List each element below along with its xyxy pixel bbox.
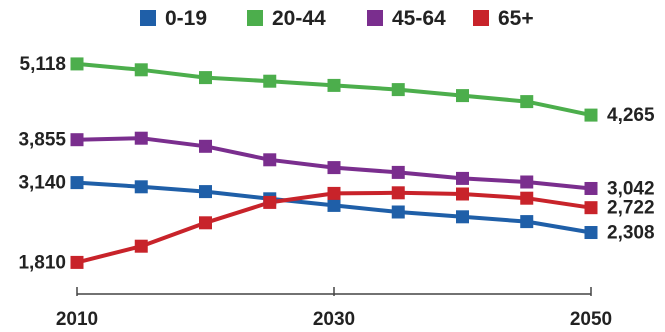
- data-point-45-64-2035: [391, 165, 405, 179]
- legend-label-0-19: 0-19: [165, 7, 207, 30]
- data-point-20-44-2035: [391, 83, 405, 97]
- start-label-65+: 1,810: [18, 252, 66, 273]
- data-point-20-44-2010: [70, 57, 84, 71]
- data-point-45-64-2010: [70, 133, 84, 147]
- legend-swatch-65+: [473, 10, 489, 26]
- legend-label-65+: 65+: [498, 7, 534, 30]
- data-point-45-64-2015: [134, 131, 148, 145]
- data-point-0-19-2040: [456, 210, 469, 224]
- x-axis: 2010 2030 2050: [56, 287, 612, 330]
- data-point-0-19-2030: [327, 198, 341, 212]
- data-point-20-44-2015: [134, 63, 148, 77]
- data-point-0-19-2050: [584, 226, 598, 240]
- data-point-65+-2015: [134, 239, 148, 253]
- legend-label-45-64: 45-64: [392, 7, 446, 30]
- plot-area: 3,140 2,308 5,118 4,265 3,855 3,042 1,810 2,722: [18, 54, 655, 273]
- end-label-20-44: 4,265: [607, 105, 655, 126]
- data-point-20-44-2045: [520, 95, 534, 109]
- legend-swatch-20-44: [247, 10, 263, 26]
- data-point-65+-2025: [263, 195, 277, 209]
- data-point-20-44-2040: [456, 89, 469, 103]
- data-point-45-64-2030: [327, 161, 341, 175]
- end-label-45-64: 3,042: [607, 178, 655, 199]
- end-label-65+: 2,722: [607, 198, 655, 219]
- start-label-0-19: 3,140: [18, 173, 66, 194]
- data-point-0-19-2045: [520, 215, 534, 229]
- x-tick-label-2050: 2050: [570, 309, 612, 330]
- data-point-45-64-2020: [199, 139, 212, 153]
- series-points: [70, 57, 598, 269]
- value-labels: 3,140 2,308 5,118 4,265 3,855 3,042 1,810 2,722: [18, 54, 655, 273]
- data-point-20-44-2025: [263, 74, 277, 88]
- data-point-0-19-2035: [391, 205, 405, 219]
- data-point-45-64-2040: [456, 171, 469, 185]
- data-point-20-44-2020: [199, 71, 212, 85]
- legend: 0-19 20-44 45-64 65+: [140, 7, 534, 30]
- legend-label-20-44: 20-44: [272, 7, 326, 30]
- data-point-65+-2020: [199, 216, 212, 230]
- data-point-20-44-2030: [327, 78, 341, 92]
- data-point-45-64-2025: [263, 153, 277, 167]
- data-point-65+-2040: [456, 187, 469, 201]
- data-point-20-44-2050: [584, 108, 598, 122]
- data-point-0-19-2015: [134, 180, 148, 194]
- legend-swatch-45-64: [367, 10, 383, 26]
- data-point-65+-2050: [584, 201, 598, 215]
- end-label-0-19: 2,308: [607, 223, 655, 244]
- data-point-45-64-2050: [584, 181, 598, 195]
- data-point-65+-2035: [391, 186, 405, 200]
- data-point-65+-2010: [70, 255, 84, 269]
- data-point-0-19-2010: [70, 176, 84, 190]
- data-point-65+-2045: [520, 191, 534, 205]
- start-label-20-44: 5,118: [20, 54, 67, 75]
- legend-swatch-0-19: [140, 10, 156, 26]
- x-tick-label-2010: 2010: [56, 309, 98, 330]
- data-point-0-19-2020: [199, 185, 212, 199]
- data-point-65+-2030: [327, 186, 341, 200]
- start-label-45-64: 3,855: [18, 130, 66, 151]
- x-tick-label-2030: 2030: [313, 309, 355, 330]
- data-point-45-64-2045: [520, 175, 534, 189]
